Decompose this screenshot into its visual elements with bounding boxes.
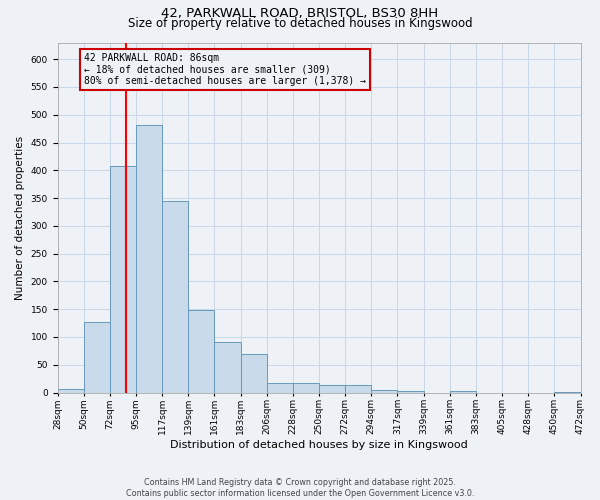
Bar xyxy=(267,383,293,392)
Bar xyxy=(214,342,241,392)
Bar xyxy=(371,390,397,392)
Y-axis label: Number of detached properties: Number of detached properties xyxy=(15,136,25,300)
Bar xyxy=(136,124,162,392)
Text: 42 PARKWALL ROAD: 86sqm
← 18% of detached houses are smaller (309)
80% of semi-d: 42 PARKWALL ROAD: 86sqm ← 18% of detache… xyxy=(83,53,365,86)
X-axis label: Distribution of detached houses by size in Kingswood: Distribution of detached houses by size … xyxy=(170,440,468,450)
Text: Size of property relative to detached houses in Kingswood: Size of property relative to detached ho… xyxy=(128,18,472,30)
Bar xyxy=(58,388,83,392)
Bar xyxy=(110,166,136,392)
Text: 42, PARKWALL ROAD, BRISTOL, BS30 8HH: 42, PARKWALL ROAD, BRISTOL, BS30 8HH xyxy=(161,8,439,20)
Bar xyxy=(345,384,371,392)
Text: Contains HM Land Registry data © Crown copyright and database right 2025.
Contai: Contains HM Land Registry data © Crown c… xyxy=(126,478,474,498)
Bar xyxy=(162,202,188,392)
Bar xyxy=(319,386,345,392)
Bar xyxy=(188,310,214,392)
Bar xyxy=(293,383,319,392)
Bar xyxy=(83,322,110,392)
Bar xyxy=(241,354,267,393)
